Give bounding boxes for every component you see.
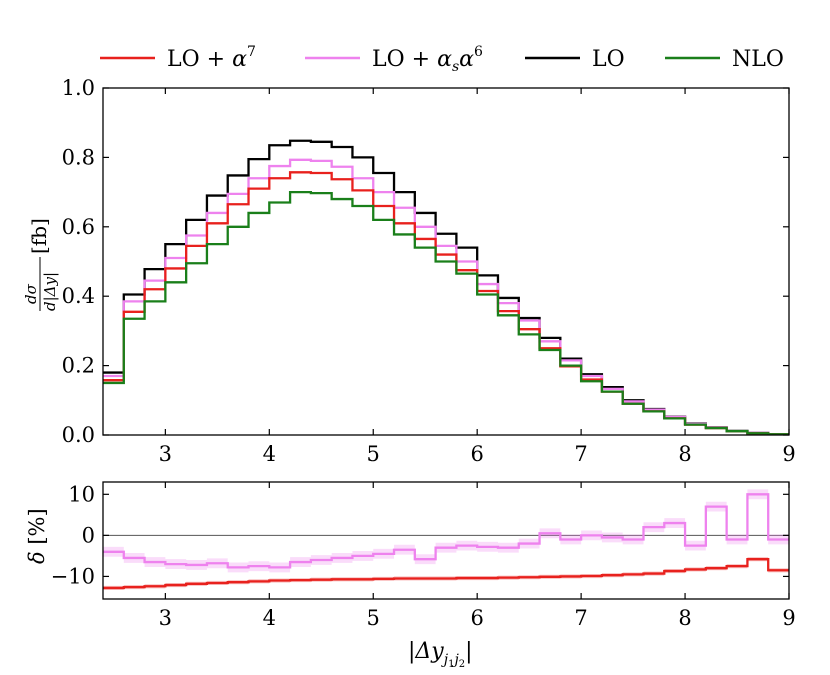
upper-ylabel-numerator: dσ (22, 283, 40, 304)
upper-ytick-label-0-6: 0.6 (62, 215, 95, 239)
legend-label-nlo: NLO (732, 47, 784, 72)
upper-ylabel-unit: [fb] (27, 218, 51, 254)
lower-xtick-label-5: 5 (367, 606, 380, 630)
lower-ylabel-text: δ [%] (25, 508, 49, 564)
lower-xtick-label-4: 4 (263, 606, 276, 630)
lower-series-lo (103, 493, 789, 569)
upper-xtick-label-4: 4 (263, 442, 276, 466)
upper-series-lo (103, 158, 789, 436)
lower-ylabel: δ [%] (25, 508, 49, 564)
legend-label-lo-alpha7: LO + α7 (167, 44, 256, 72)
lower-ytick-label-0: 0 (82, 523, 95, 547)
upper-xtick-label-9: 9 (782, 442, 795, 466)
upper-xtick-label-6: 6 (470, 442, 483, 466)
legend-label-lo-alphas-alpha6: LO + αsα6 (372, 44, 483, 75)
lower-xtick-label-9: 9 (782, 606, 795, 630)
legend-label-lo: LO (592, 47, 625, 72)
upper-ytick-label-0-8: 0.8 (62, 145, 95, 169)
upper-ytick-label-0-2: 0.2 (62, 354, 95, 378)
lower-series-lo (103, 558, 789, 590)
lower-series-lo-band (103, 557, 789, 590)
legend: LO + α7 LO + αsα6 LO NLO (100, 44, 784, 75)
upper-xtick-label-8: 8 (678, 442, 691, 466)
upper-xtick-label-5: 5 (367, 442, 380, 466)
lower-xtick-label-7: 7 (574, 606, 587, 630)
upper-series-nlo (103, 190, 789, 436)
lower-ytick-label-10: −10 (51, 564, 95, 588)
upper-series-group (103, 139, 789, 436)
lower-plot-frame (102, 481, 790, 600)
upper-xtick-label-7: 7 (574, 442, 587, 466)
lower-xtick-label-3: 3 (159, 606, 172, 630)
upper-ytick-label-0-4: 0.4 (62, 284, 95, 308)
lower-series-group (103, 489, 789, 590)
upper-ticks-group: 3 4 5 6 7 8 9 0.0 0.2 0.4 0.6 0.8 1.0 (62, 76, 796, 466)
lower-xlabel: |Δyj1j2| (408, 639, 473, 670)
upper-ytick-label-0-0: 0.0 (62, 423, 95, 447)
lower-xtick-label-6: 6 (470, 606, 483, 630)
lower-ticks-group: 3 4 5 6 7 8 9 10 0 −10 (51, 482, 796, 630)
upper-ylabel: dσ d|Δy| [fb] (22, 218, 59, 311)
upper-xtick-label-3: 3 (159, 442, 172, 466)
lower-panel: 3 4 5 6 7 8 9 10 0 −10 (51, 481, 796, 630)
upper-plot-frame (102, 87, 790, 436)
lower-xtick-label-8: 8 (678, 606, 691, 630)
lower-ytick-label-10: 10 (68, 482, 95, 506)
upper-ylabel-denominator: d|Δy| (41, 272, 59, 311)
upper-ytick-label-1-0: 1.0 (62, 76, 95, 100)
upper-series-lo (103, 139, 789, 436)
upper-panel: 3 4 5 6 7 8 9 0.0 0.2 0.4 0.6 0.8 1.0 (62, 76, 796, 466)
